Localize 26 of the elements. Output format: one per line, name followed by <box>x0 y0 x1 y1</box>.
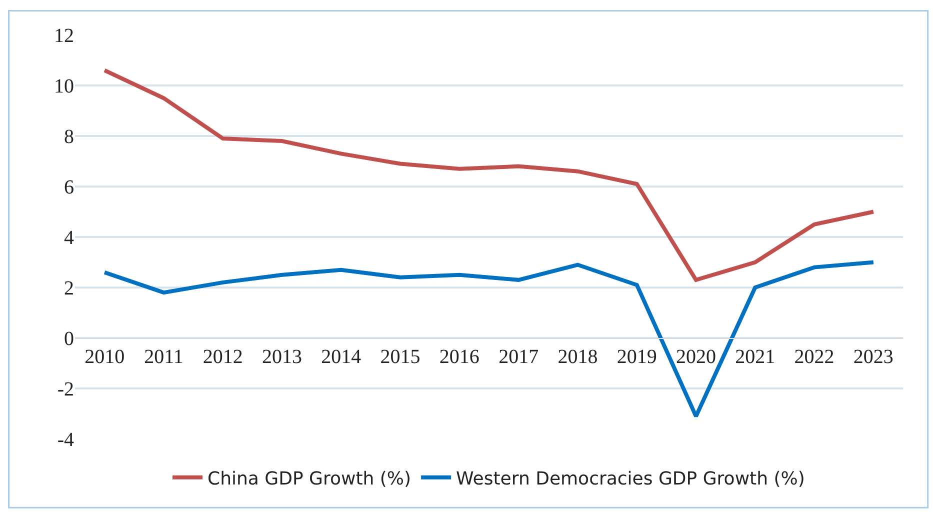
y-tick-label: 6 <box>64 176 74 198</box>
x-tick-label: 2021 <box>735 346 776 368</box>
x-tick-label: 2010 <box>84 346 125 368</box>
x-tick-label: 2019 <box>616 346 657 368</box>
x-tick-label: 2017 <box>498 346 539 368</box>
x-tick-label: 2023 <box>853 346 894 368</box>
legend-label: Western Democracies GDP Growth (%) <box>456 468 805 490</box>
x-tick-label: 2014 <box>321 346 362 368</box>
y-tick-label: 2 <box>64 278 74 300</box>
line-series <box>102 68 876 282</box>
x-tick-label: 2013 <box>262 346 302 368</box>
x-tick-label: 2012 <box>202 346 243 368</box>
x-tick-label: 2011 <box>144 346 184 368</box>
x-tick-label: 2020 <box>676 346 716 368</box>
y-tick-label: 8 <box>64 126 74 148</box>
legend-label: China GDP Growth (%) <box>208 468 412 490</box>
y-tick-label: 4 <box>64 227 74 249</box>
x-tick-label: 2016 <box>439 346 480 368</box>
y-tick-label: -4 <box>57 429 74 451</box>
x-tick-label: 2018 <box>558 346 598 368</box>
y-tick-label: 10 <box>54 76 74 98</box>
y-tick-label: 12 <box>54 25 74 47</box>
x-tick-label: 2022 <box>794 346 834 368</box>
y-tick-label: -2 <box>57 378 74 400</box>
y-tick-label: 0 <box>64 328 74 350</box>
x-tick-label: 2015 <box>380 346 420 368</box>
